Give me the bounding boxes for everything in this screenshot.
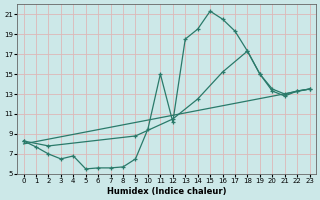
X-axis label: Humidex (Indice chaleur): Humidex (Indice chaleur): [107, 187, 226, 196]
